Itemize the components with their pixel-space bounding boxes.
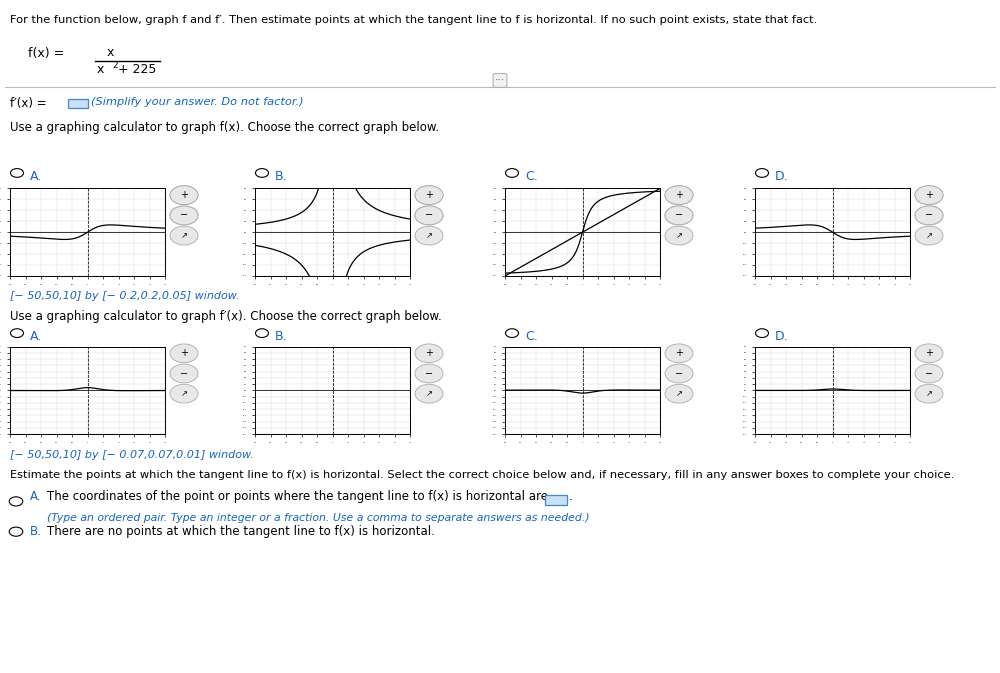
Text: There are no points at which the tangent line to f(x) is horizontal.: There are no points at which the tangent… xyxy=(47,525,435,538)
Circle shape xyxy=(170,364,198,383)
Text: +: + xyxy=(675,190,683,200)
Circle shape xyxy=(256,169,268,178)
Circle shape xyxy=(415,384,443,403)
Circle shape xyxy=(170,206,198,225)
Circle shape xyxy=(415,206,443,225)
Text: C.: C. xyxy=(525,170,538,182)
Circle shape xyxy=(665,206,693,225)
Text: −: − xyxy=(180,211,188,220)
Circle shape xyxy=(665,206,693,225)
Circle shape xyxy=(415,186,443,205)
Text: ↗: ↗ xyxy=(426,389,433,398)
Circle shape xyxy=(9,527,23,536)
Circle shape xyxy=(915,206,943,225)
Text: D.: D. xyxy=(775,170,789,182)
Text: B.: B. xyxy=(30,525,42,538)
Circle shape xyxy=(415,364,443,383)
Text: (Simplify your answer. Do not factor.): (Simplify your answer. Do not factor.) xyxy=(91,97,304,107)
Text: .: . xyxy=(569,489,573,503)
Text: ↗: ↗ xyxy=(926,231,932,240)
Text: ↗: ↗ xyxy=(181,389,188,398)
Circle shape xyxy=(170,344,198,363)
Circle shape xyxy=(170,186,198,205)
Text: (Type an ordered pair. Type an integer or a fraction. Use a comma to separate an: (Type an ordered pair. Type an integer o… xyxy=(47,513,590,523)
Circle shape xyxy=(415,186,443,205)
Text: +: + xyxy=(180,349,188,358)
Circle shape xyxy=(665,384,693,403)
Text: +: + xyxy=(675,349,683,358)
Circle shape xyxy=(915,206,943,225)
Text: x: x xyxy=(106,46,114,59)
Text: ↗: ↗ xyxy=(426,231,433,240)
Text: +: + xyxy=(925,349,933,358)
Circle shape xyxy=(665,186,693,205)
Text: ···: ··· xyxy=(495,75,505,85)
Text: A.: A. xyxy=(30,489,42,503)
Text: f(x) =: f(x) = xyxy=(28,47,64,60)
Text: A.: A. xyxy=(30,170,42,182)
Circle shape xyxy=(665,186,693,205)
Circle shape xyxy=(665,364,693,383)
Circle shape xyxy=(915,364,943,383)
Text: B.: B. xyxy=(275,170,288,182)
Text: A.: A. xyxy=(30,330,42,343)
Text: For the function below, graph f and f′. Then estimate points at which the tangen: For the function below, graph f and f′. … xyxy=(10,15,817,25)
Circle shape xyxy=(665,344,693,363)
Text: The coordinates of the point or points where the tangent line to f(x) is horizon: The coordinates of the point or points w… xyxy=(47,489,548,503)
Text: C.: C. xyxy=(525,330,538,343)
Circle shape xyxy=(756,169,768,178)
Text: −: − xyxy=(675,369,683,378)
Circle shape xyxy=(915,186,943,205)
Circle shape xyxy=(915,186,943,205)
FancyBboxPatch shape xyxy=(68,99,88,108)
Circle shape xyxy=(170,186,198,205)
Circle shape xyxy=(170,206,198,225)
Text: [− 50,50,10] by [− 0.07,0.07,0.01] window.: [− 50,50,10] by [− 0.07,0.07,0.01] windo… xyxy=(10,450,254,460)
Circle shape xyxy=(506,328,518,338)
Text: [− 50,50,10] by [− 0.2,0.2,0.05] window.: [− 50,50,10] by [− 0.2,0.2,0.05] window. xyxy=(10,291,240,301)
Circle shape xyxy=(256,328,268,338)
Circle shape xyxy=(415,344,443,363)
Text: −: − xyxy=(425,211,433,220)
Circle shape xyxy=(9,497,23,506)
Text: ↗: ↗ xyxy=(676,389,682,398)
Text: ↗: ↗ xyxy=(181,231,188,240)
FancyBboxPatch shape xyxy=(545,495,567,505)
Circle shape xyxy=(915,344,943,363)
Text: −: − xyxy=(425,369,433,378)
Circle shape xyxy=(170,384,198,403)
Text: +: + xyxy=(425,349,433,358)
Circle shape xyxy=(915,384,943,403)
Text: Use a graphing calculator to graph f(x). Choose the correct graph below.: Use a graphing calculator to graph f(x).… xyxy=(10,121,439,134)
Circle shape xyxy=(665,226,693,245)
Text: −: − xyxy=(925,369,933,378)
Text: ↗: ↗ xyxy=(676,231,682,240)
Circle shape xyxy=(10,169,24,178)
Text: ↗: ↗ xyxy=(926,389,932,398)
Circle shape xyxy=(756,328,768,338)
Circle shape xyxy=(915,226,943,245)
Text: −: − xyxy=(675,211,683,220)
Circle shape xyxy=(10,328,24,338)
Text: B.: B. xyxy=(275,330,288,343)
Text: + 225: + 225 xyxy=(118,63,156,75)
Text: x: x xyxy=(97,63,104,75)
Circle shape xyxy=(415,226,443,245)
Text: −: − xyxy=(180,369,188,378)
Text: f′(x) =: f′(x) = xyxy=(10,97,47,110)
Text: Use a graphing calculator to graph f′(x). Choose the correct graph below.: Use a graphing calculator to graph f′(x)… xyxy=(10,310,442,322)
Circle shape xyxy=(170,226,198,245)
Text: +: + xyxy=(180,190,188,200)
Circle shape xyxy=(415,206,443,225)
Text: D.: D. xyxy=(775,330,789,343)
Text: 2: 2 xyxy=(112,61,118,69)
Text: −: − xyxy=(925,211,933,220)
Text: +: + xyxy=(425,190,433,200)
Text: +: + xyxy=(925,190,933,200)
Text: Estimate the points at which the tangent line to f(x) is horizontal. Select the : Estimate the points at which the tangent… xyxy=(10,470,954,480)
Circle shape xyxy=(506,169,518,178)
